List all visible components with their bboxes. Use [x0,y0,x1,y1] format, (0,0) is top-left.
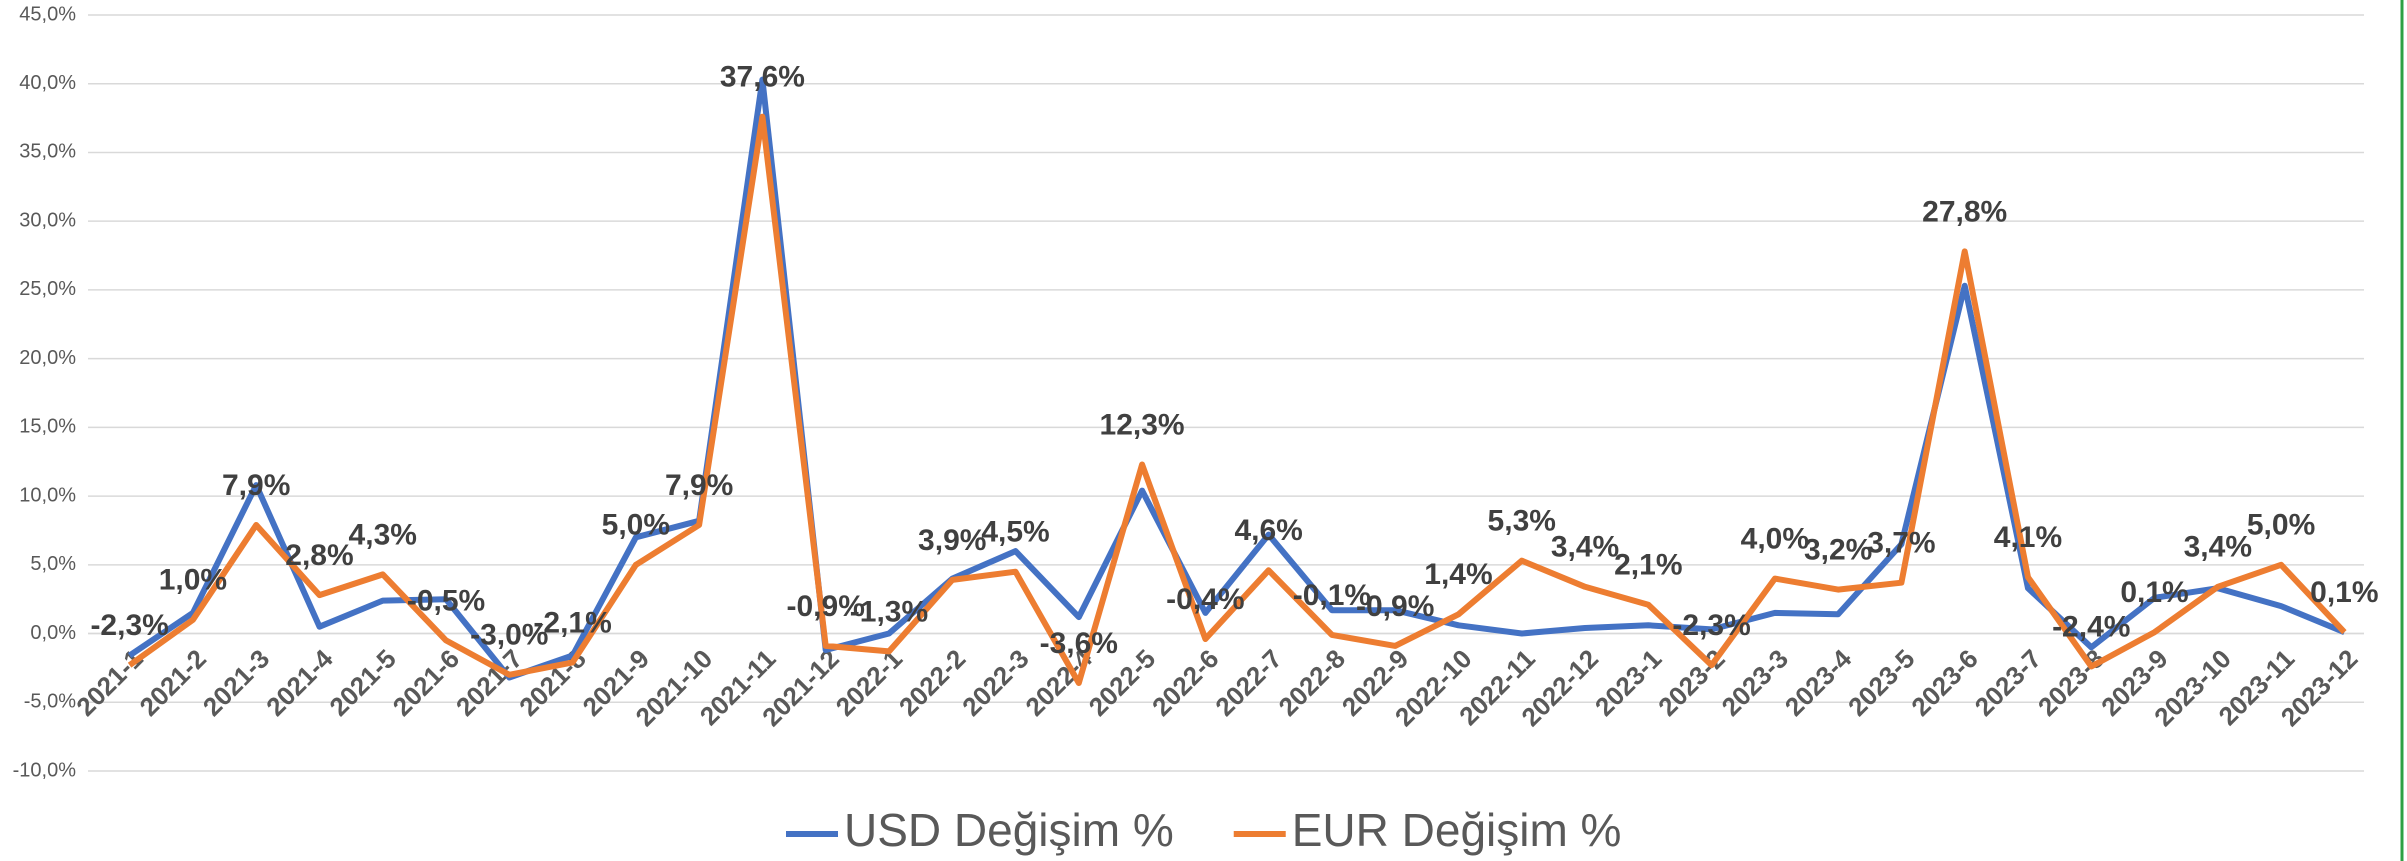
data-label: 4,1% [1994,521,2062,554]
data-label: 5,3% [1488,505,1556,538]
data-label: -2,1% [533,606,611,639]
x-tick-label: 2021-6 [387,643,465,721]
data-label: 4,6% [1234,514,1302,547]
data-label: -1,3% [850,595,928,628]
data-label: -0,9% [787,590,865,623]
data-label: -0,1% [1293,579,1371,612]
x-tick-label: 2022-3 [956,643,1034,721]
y-tick-label: 40,0% [19,72,76,94]
y-tick-label: 5,0% [30,553,76,575]
series-line [127,76,2346,681]
x-tick-label: 2023-1 [1589,643,1667,721]
legend-label: EUR Değişim % [1292,804,1622,856]
series-line [127,113,2347,686]
x-tick-label: 2022-1 [830,643,908,721]
data-label: 3,9% [918,524,986,557]
legend-label: USD Değişim % [844,804,1174,856]
data-label: 0,1% [2120,576,2188,609]
data-label: 3,4% [1551,531,1619,564]
y-tick-label: 20,0% [19,347,76,369]
y-tick-label: -5,0% [24,691,76,713]
data-label: -2,3% [1672,609,1750,642]
x-tick-label: 2022-2 [893,643,971,721]
y-tick-label: 10,0% [19,484,76,506]
x-tick-label: 2023-8 [2032,643,2110,721]
data-label: 3,4% [2184,531,2252,564]
data-label: 4,5% [981,516,1049,549]
data-label: 4,0% [1741,522,1809,555]
data-label: -3,6% [1040,627,1118,660]
x-tick-label: 2021-3 [197,643,275,721]
data-label: 1,4% [1424,558,1492,591]
data-label: -0,4% [1166,583,1244,616]
data-label: 7,9% [222,469,290,502]
data-label: 0,1% [2310,576,2378,609]
data-label: 2,8% [285,539,353,572]
data-label: -0,9% [1356,590,1434,623]
data-label: -0,5% [407,584,485,617]
y-tick-label: 35,0% [19,141,76,163]
data-label: 3,2% [1804,533,1872,566]
y-tick-label: 0,0% [30,622,76,644]
x-tick-label: 2021-4 [260,643,339,722]
y-tick-label: 30,0% [19,209,76,231]
x-tick-label: 2022-8 [1273,643,1351,721]
data-label: 3,7% [1867,527,1935,560]
x-tick-label: 2023-7 [1969,643,2047,721]
data-label: 2,1% [1614,549,1682,582]
x-tick-label: 2023-4 [1779,643,1858,722]
y-tick-label: 25,0% [19,278,76,300]
data-label: 1,0% [159,564,227,597]
x-tick-label: 2023-6 [1905,643,1983,721]
data-label: -2,4% [2052,610,2130,643]
x-tick-label: 2021-5 [323,643,401,721]
y-tick-label: 15,0% [19,416,76,438]
x-tick-label: 2022-7 [1209,643,1287,721]
x-tick-label: 2022-6 [1146,643,1224,721]
data-label: -3,0% [470,619,548,652]
data-label: 5,0% [2247,509,2315,542]
data-label: 12,3% [1100,408,1185,441]
data-label: 5,0% [602,509,670,542]
data-label: 7,9% [665,469,733,502]
data-label: 4,3% [349,518,417,551]
x-tick-label: 2023-5 [1842,643,1920,721]
data-label: 37,6% [720,61,805,94]
data-label: 27,8% [1922,195,2007,228]
x-tick-label: 2023-3 [1715,643,1793,721]
y-tick-label: 45,0% [19,3,76,25]
y-tick-label: -10,0% [13,759,77,781]
x-tick-label: 2021-1 [70,643,148,721]
data-label: -2,3% [90,609,168,642]
